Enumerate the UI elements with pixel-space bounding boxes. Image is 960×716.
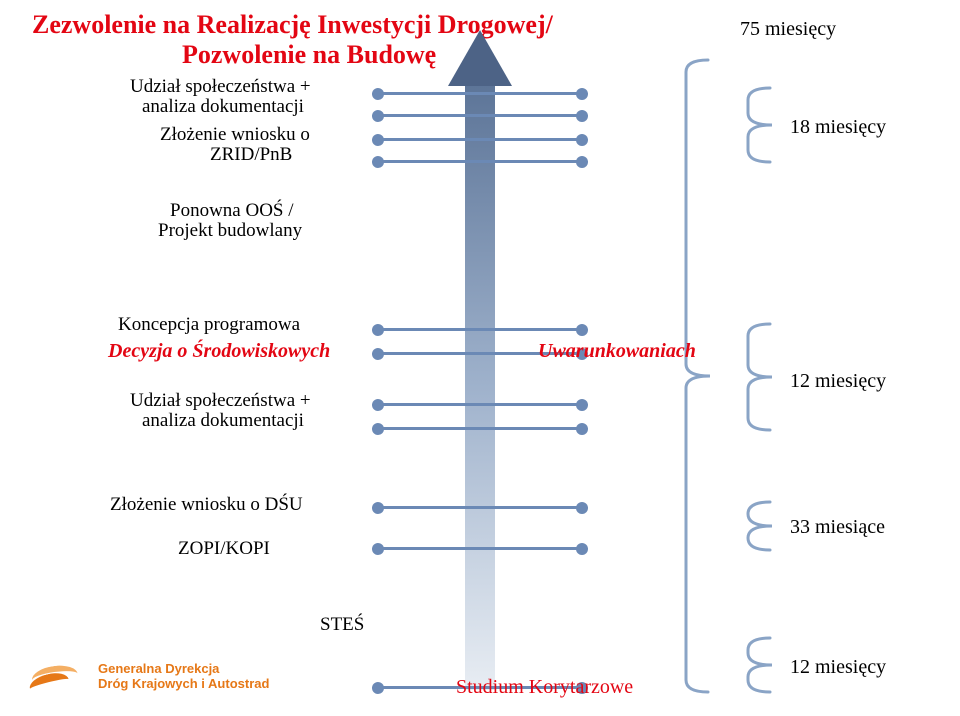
duration-12a: 12 miesięcy [790,370,886,393]
duration-18: 18 miesięcy [790,116,886,139]
time-bar [378,160,582,163]
duration-12b: 12 miesięcy [790,656,886,679]
footer-line2: Dróg Krajowych i Autostrad [98,676,269,691]
label-studium: Studium Korytarzowe [456,676,633,699]
brace-b12b [742,636,776,694]
label-wniosek-zrid-2: ZRID/PnB [210,144,292,166]
label-udzial1: Udział społeczeństwa + [130,76,311,98]
time-bar [378,92,582,95]
label-zopi: ZOPI/KOPI [178,538,270,560]
time-bar [378,138,582,141]
brace-b33 [742,500,776,552]
logo-text: Generalna Dyrekcja Dróg Krajowych i Auto… [98,662,269,692]
footer-logo: Generalna Dyrekcja Dróg Krajowych i Auto… [28,656,269,698]
label-udzial2-1: Udział społeczeństwa + [130,390,311,412]
label-analiza1: analiza dokumentacji [142,96,304,118]
total-duration: 75 miesięcy [740,18,836,41]
label-wniosek-zrid-1: Złożenie wniosku o [160,124,310,146]
time-bar [378,506,582,509]
logo-icon [28,656,84,698]
label-decyzja: Decyzja o Środowiskowych [108,340,330,363]
time-bar [378,547,582,550]
label-uwarunk: Uwarunkowaniach [538,340,696,363]
brace-total [680,58,714,694]
time-bar [378,427,582,430]
footer-line1: Generalna Dyrekcja [98,661,219,676]
label-ponowna-2: Projekt budowlany [158,220,302,242]
duration-33: 33 miesiące [790,516,885,539]
label-udzial2-2: analiza dokumentacji [142,410,304,432]
brace-b18 [742,86,776,164]
label-ponowna-1: Ponowna OOŚ / [170,200,294,222]
label-koncepcja: Koncepcja programowa [118,314,300,336]
brace-b12a [742,322,776,432]
time-bar [378,328,582,331]
time-bar [378,114,582,117]
label-wniosek-dsu: Złożenie wniosku o DŚU [110,494,303,516]
label-stes: STEŚ [320,614,364,636]
time-bar [378,403,582,406]
